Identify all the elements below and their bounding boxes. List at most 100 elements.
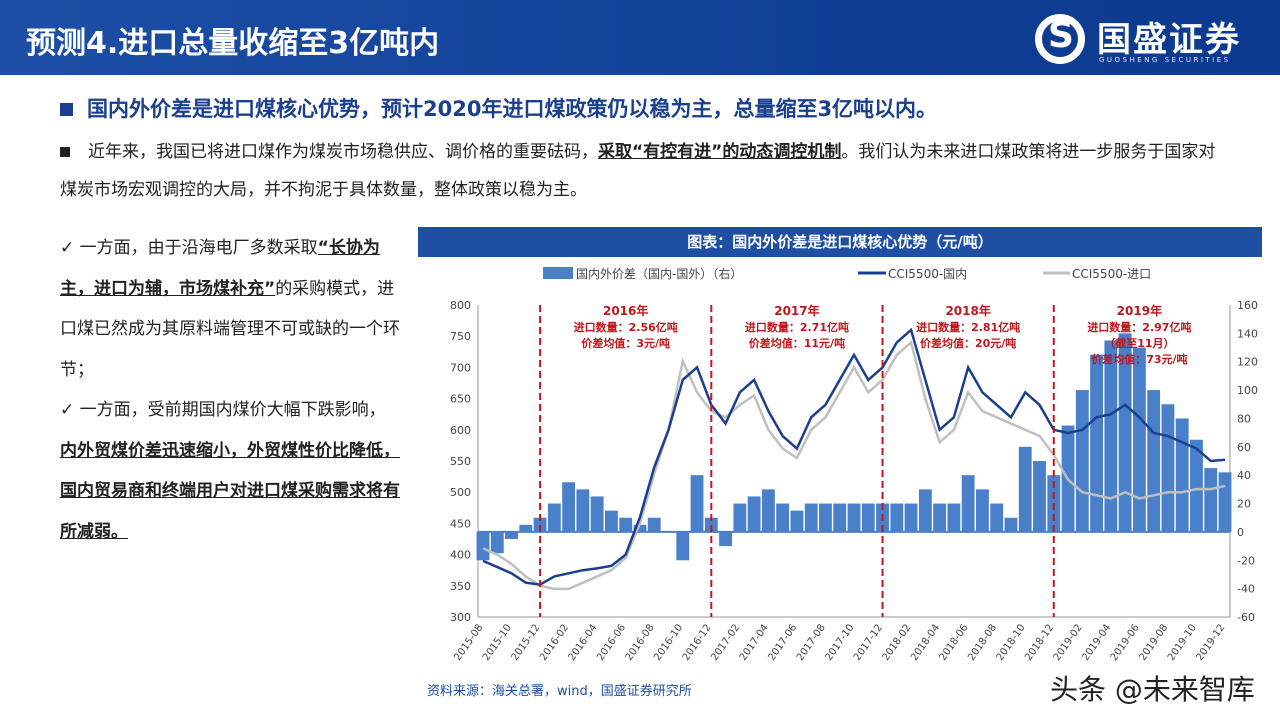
para-text: 近年来，我国已将进口煤作为煤炭市场稳供应、调价格的重要砝码， xyxy=(88,142,598,162)
check-icon: ✓ xyxy=(60,238,80,258)
annotation-text: 进口数量：2.56亿吨 xyxy=(574,320,678,334)
legend-label: 国内外价差（国内-国外）（右） xyxy=(576,266,742,281)
spread-bar xyxy=(947,503,961,532)
left-tick-label: 800 xyxy=(450,299,471,312)
right-tick-label: 100 xyxy=(1237,384,1258,397)
spread-bar xyxy=(1018,446,1032,532)
spread-bar xyxy=(505,531,518,539)
spread-bar xyxy=(519,524,533,532)
spread-bar xyxy=(647,517,661,532)
square-bullet-icon xyxy=(60,147,70,157)
spread-bar xyxy=(576,489,590,532)
left-tick-label: 400 xyxy=(450,549,471,562)
point-text: 一方面，由于沿海电厂多数采取 xyxy=(79,238,318,258)
right-tick-label: 140 xyxy=(1237,327,1258,340)
spread-bar xyxy=(833,503,847,532)
left-tick-label: 450 xyxy=(450,517,471,530)
point-text: 的采购模式，进口煤已然成为其原料端管理不可或缺的一个环节； xyxy=(60,278,400,380)
side-points: ✓ 一方面，由于沿海电厂多数采取“长协为主，进口为辅，市场煤补充”的采购模式，进… xyxy=(60,228,400,552)
spread-bar xyxy=(804,503,818,532)
spread-bar xyxy=(1033,461,1046,532)
legend-label: CCI5500-进口 xyxy=(1072,267,1151,281)
annotation-text: 价差均值：11元/吨 xyxy=(749,336,845,350)
right-tick-label: 40 xyxy=(1237,469,1251,482)
lead-point: 国内外价差是进口煤核心优势，预计2020年进口煤政策仍以稳为主，总量缩至3亿吨以… xyxy=(60,93,937,123)
annotation-text: 进口数量：2.71亿吨 xyxy=(745,320,849,334)
legend-label: CCI5500-国内 xyxy=(888,267,967,281)
right-tick-label: 20 xyxy=(1237,498,1251,511)
left-tick-label: 700 xyxy=(450,361,471,374)
spread-bar xyxy=(990,503,1004,532)
spread-bar xyxy=(704,517,718,532)
spread-bar xyxy=(776,503,790,532)
left-tick-label: 500 xyxy=(450,486,471,499)
annotation-text: （截至11月） xyxy=(1104,336,1174,350)
left-tick-label: 300 xyxy=(450,611,471,624)
chart-title: 图表：国内外价差是进口煤核心优势（元/吨） xyxy=(418,227,1262,257)
spread-bar xyxy=(1090,354,1103,532)
right-tick-label: -60 xyxy=(1237,611,1255,624)
annotation-text: 价差均值：3元/吨 xyxy=(581,336,670,350)
left-tick-label: 550 xyxy=(450,455,471,468)
left-tick-label: 600 xyxy=(450,424,471,437)
logo-name: 国盛证券 xyxy=(1097,20,1241,60)
lead-text: 国内外价差是进口煤核心优势，预计2020年进口煤政策仍以稳为主，总量缩至3亿吨以… xyxy=(87,97,938,121)
legend-swatch-spread xyxy=(543,267,573,279)
spread-bar xyxy=(547,503,561,532)
annotation-text: 价差均值：73元/吨 xyxy=(1091,352,1187,366)
spread-bar xyxy=(961,475,975,532)
left-tick-label: 350 xyxy=(450,580,471,593)
watermark: 头条 @未来智库 xyxy=(1050,673,1255,706)
spread-bar xyxy=(490,531,504,554)
logo-en: GUOSHENG SECURITIES xyxy=(1099,56,1231,64)
guosheng-logo: 国盛证券 GUOSHENG SECURITIES xyxy=(1035,10,1255,70)
spread-bar xyxy=(918,489,932,532)
spread-bar xyxy=(790,510,804,532)
page-title: 预测4.进口总量收缩至3亿吨内 xyxy=(26,26,440,61)
spread-bar xyxy=(861,503,875,532)
spread-bar xyxy=(933,503,947,532)
spread-bar xyxy=(976,489,989,532)
spread-bar xyxy=(690,475,704,532)
right-tick-label: -40 xyxy=(1237,583,1255,596)
annotation-text: 进口数量：2.97亿吨 xyxy=(1087,320,1191,334)
spread-bar xyxy=(890,503,904,532)
spread-bar xyxy=(590,496,604,532)
spread-bar xyxy=(1161,404,1175,532)
spread-bar xyxy=(747,496,761,532)
annotation-text: 2017年 xyxy=(774,303,819,318)
intro-paragraph: 近年来，我国已将进口煤作为煤炭市场稳供应、调价格的重要砝码，采取“有控有进”的动… xyxy=(60,133,1220,209)
spread-bar xyxy=(733,503,747,532)
spread-bar xyxy=(719,531,732,547)
logo-icon xyxy=(1035,14,1085,64)
left-tick-label: 750 xyxy=(450,330,471,343)
spread-bar xyxy=(605,510,618,532)
spread-bar xyxy=(1004,517,1018,532)
spread-bar xyxy=(633,524,647,532)
square-bullet-icon xyxy=(60,103,73,116)
source-note: 资料来源：海关总署，wind，国盛证券研究所 xyxy=(427,684,692,699)
annotation-text: 进口数量：2.81亿吨 xyxy=(916,320,1020,334)
spread-bar xyxy=(1104,340,1118,532)
header-bar: 预测4.进口总量收缩至3亿吨内 国盛证券 GUOSHENG SECURITIES xyxy=(0,0,1280,75)
spread-bar xyxy=(1190,439,1203,532)
right-tick-label: 80 xyxy=(1237,412,1251,425)
check-point: ✓ 一方面，由于沿海电厂多数采取“长协为主，进口为辅，市场煤补充”的采购模式，进… xyxy=(60,228,400,390)
right-tick-label: 160 xyxy=(1237,299,1258,312)
spread-bar xyxy=(619,517,633,532)
spread-bar xyxy=(476,531,490,561)
spread-bar xyxy=(1175,418,1189,532)
spread-bar xyxy=(533,517,547,532)
right-tick-label: 60 xyxy=(1237,441,1251,454)
spread-bar xyxy=(1147,390,1161,532)
spread-bar xyxy=(676,531,690,561)
right-tick-label: -20 xyxy=(1237,554,1255,567)
import-price-line xyxy=(482,340,1226,591)
spread-bar xyxy=(904,503,918,532)
para-text: 。我们认为未来进口煤政策将进一步服务于国家对煤炭市场宏观调控的大局，并不拘泥于具… xyxy=(60,142,1216,200)
spread-bar xyxy=(847,503,861,532)
spread-bar xyxy=(761,489,775,532)
point-emphasis: 内外贸煤价差迅速缩小，外贸煤性价比降低，国内贸易商和终端用户对进口煤采购需求将有… xyxy=(60,440,400,542)
spread-bar xyxy=(1218,472,1232,532)
right-tick-label: 0 xyxy=(1237,526,1244,539)
